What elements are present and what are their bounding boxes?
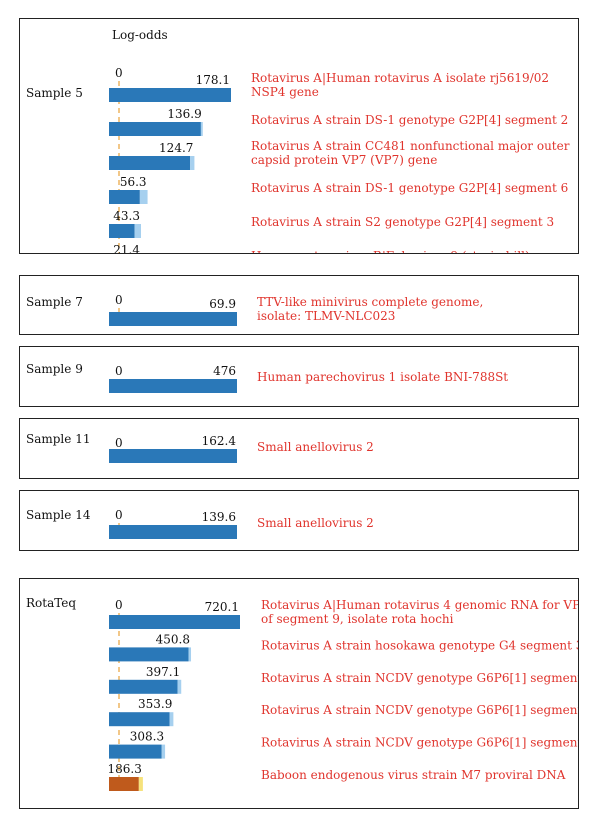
bar-name: NSP4 gene bbox=[251, 85, 319, 99]
bar-name: Rotavirus A|Human rotavirus 4 genomic RN… bbox=[261, 598, 578, 612]
bar-name: Rotavirus A strain DS-1 genotype G2P[4] … bbox=[251, 181, 568, 195]
zero-label: 0 bbox=[115, 66, 123, 80]
panel-rotateq: RotaTeq 0 720.1 Rotavirus A|Human rotavirus… bbox=[19, 578, 579, 809]
panel-chart: Sample 9 0 476 Human parechovirus 1 isolate… bbox=[26, 362, 508, 393]
value-label: 136.9 bbox=[167, 107, 201, 121]
bar bbox=[109, 224, 135, 238]
bar-name: of segment 9, isolate rota hochi bbox=[261, 612, 454, 626]
value-label: 397.1 bbox=[146, 665, 180, 679]
value-label: 124.7 bbox=[159, 141, 193, 155]
bar-name: Rotavirus A|Human rotavirus A isolate rj… bbox=[251, 71, 549, 85]
bar bbox=[109, 449, 237, 463]
panel-sample-7: Sample 7 0 69.9 TTV-like minivirus complete… bbox=[19, 275, 579, 335]
bar-tip bbox=[190, 156, 195, 170]
panel-chart: Sample 5 Log-odds 0 178.1 Rotavirus A|Human … bbox=[26, 28, 570, 253]
value-label: 21.4 bbox=[113, 243, 140, 253]
panel-sample-14: Sample 14 0 139.6 Small anellovirus 2 bbox=[19, 490, 579, 551]
zero-label: 0 bbox=[115, 598, 123, 612]
bar-name: Rotavirus A strain NCDV genotype G6P6[1]… bbox=[261, 703, 578, 717]
zero-label: 0 bbox=[115, 508, 123, 522]
sample-label: Sample 9 bbox=[26, 362, 83, 376]
bar-name: Human enterovirus B|Echovirus 9 (strain … bbox=[251, 249, 530, 253]
axis-label: Log-odds bbox=[112, 28, 168, 42]
bar bbox=[109, 156, 191, 170]
sample-label: Sample 11 bbox=[26, 432, 90, 446]
bar-name: Rotavirus A strain NCDV genotype G6P6[1]… bbox=[261, 671, 578, 685]
bar-name: Baboon endogenous virus strain M7 provir… bbox=[261, 768, 566, 782]
bar-tip bbox=[139, 190, 148, 204]
bar bbox=[109, 190, 140, 204]
bar bbox=[109, 525, 237, 539]
zero-label: 0 bbox=[115, 364, 123, 378]
bar-tip bbox=[177, 679, 182, 694]
value-label: 186.3 bbox=[108, 762, 142, 776]
bar-name: Rotavirus A strain NCDV genotype G6P6[1]… bbox=[261, 736, 578, 750]
bar bbox=[109, 647, 189, 662]
bar-name: TTV-like minivirus complete genome, bbox=[257, 295, 483, 309]
value-label: 353.9 bbox=[138, 697, 172, 711]
panel-chart: RotaTeq 0 720.1 Rotavirus A|Human rotavirus… bbox=[26, 596, 578, 791]
bar bbox=[109, 777, 139, 791]
bar bbox=[109, 615, 240, 629]
sample-label: Sample 14 bbox=[26, 508, 91, 522]
panel-chart: Sample 11 0 162.4 Small anellovirus 2 bbox=[26, 432, 374, 463]
bar-name: capsid protein VP7 (VP7) gene bbox=[251, 153, 437, 167]
panel-sample-9: Sample 9 0 476 Human parechovirus 1 isolate… bbox=[19, 346, 579, 407]
bar-tip bbox=[134, 224, 141, 238]
bar bbox=[109, 312, 237, 326]
sample-label: Sample 7 bbox=[26, 295, 83, 309]
bar bbox=[109, 379, 237, 393]
bar-name: Rotavirus A strain hosokawa genotype G4 … bbox=[261, 638, 578, 652]
panel-chart: Sample 14 0 139.6 Small anellovirus 2 bbox=[26, 508, 374, 539]
bar-tip bbox=[188, 647, 192, 662]
bar-name: Rotavirus A strain S2 genotype G2P[4] se… bbox=[251, 215, 554, 229]
bar-tip bbox=[138, 777, 143, 791]
bar bbox=[109, 122, 201, 136]
bar-tip bbox=[169, 712, 174, 727]
value-label: 43.3 bbox=[113, 209, 140, 223]
value-label: 162.4 bbox=[202, 434, 237, 448]
bar bbox=[109, 744, 162, 759]
bar-name: Human parechovirus 1 isolate BNI-788St bbox=[257, 370, 508, 384]
bar-name: Small anellovirus 2 bbox=[257, 440, 374, 454]
value-label: 476 bbox=[213, 364, 236, 378]
bar-tip bbox=[161, 744, 166, 759]
panel-chart: Sample 7 0 69.9 TTV-like minivirus complete… bbox=[26, 293, 483, 326]
bar-name: Small anellovirus 2 bbox=[257, 516, 374, 530]
value-label: 139.6 bbox=[202, 510, 236, 524]
panel-sample-11: Sample 11 0 162.4 Small anellovirus 2 bbox=[19, 418, 579, 479]
bar bbox=[109, 679, 178, 694]
bar bbox=[109, 712, 170, 727]
bar-name: isolate: TLMV-NLC023 bbox=[257, 309, 395, 323]
bar bbox=[109, 88, 231, 102]
value-label: 450.8 bbox=[156, 632, 190, 646]
value-label: 178.1 bbox=[196, 73, 230, 87]
sample-label: Sample 5 bbox=[26, 86, 83, 100]
sample-label: RotaTeq bbox=[26, 596, 76, 610]
value-label: 308.3 bbox=[130, 730, 164, 744]
zero-label: 0 bbox=[115, 293, 123, 307]
zero-label: 0 bbox=[115, 436, 123, 450]
bar-name: Rotavirus A strain DS-1 genotype G2P[4] … bbox=[251, 113, 568, 127]
panel-sample-5: Sample 5 Log-odds 0 178.1 Rotavirus A|Human … bbox=[19, 18, 579, 254]
value-label: 56.3 bbox=[120, 175, 147, 189]
bar-tip bbox=[200, 122, 203, 136]
bar-name: Rotavirus A strain CC481 nonfunctional m… bbox=[251, 139, 570, 153]
value-label: 720.1 bbox=[205, 600, 239, 614]
value-label: 69.9 bbox=[209, 297, 236, 311]
